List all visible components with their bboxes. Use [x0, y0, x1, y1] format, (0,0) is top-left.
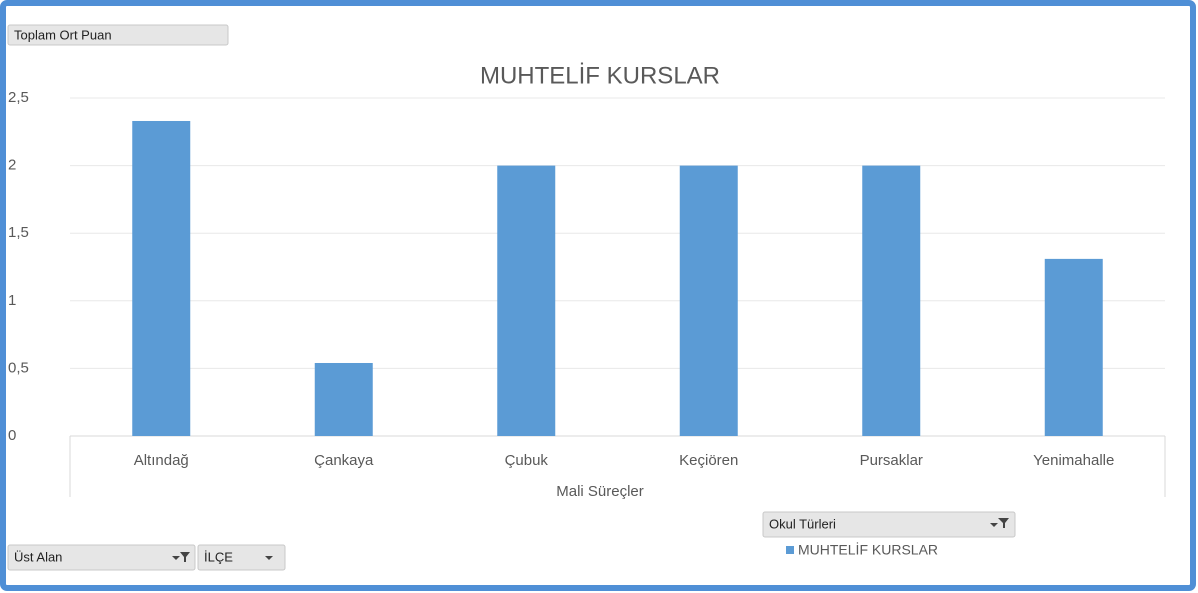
legend-field-button[interactable] [762, 511, 1016, 538]
bar [132, 120, 191, 436]
chart-title: MUHTELİF KURSLAR [480, 62, 720, 89]
y-tick-label: 1 [8, 292, 16, 309]
filter-icon [990, 518, 1009, 528]
y-tick-label: 1,5 [8, 224, 29, 241]
bar [497, 165, 556, 436]
value-field-label: Toplam Ort Puan [14, 27, 112, 42]
value-field-button[interactable] [7, 24, 229, 46]
dropdown-icon [265, 556, 273, 560]
legend-label: MUHTELİF KURSLAR [798, 541, 938, 558]
filter-button[interactable] [197, 544, 286, 571]
x-tick-label: Keçiören [679, 452, 738, 469]
filter-label: İLÇE [204, 549, 233, 564]
axis-frame [69, 436, 1166, 497]
y-tick-label: 2 [8, 157, 16, 174]
bar [679, 165, 738, 436]
filter-button[interactable] [7, 544, 196, 571]
bar [1044, 258, 1103, 436]
legend-swatch [786, 546, 794, 554]
x-tick-label: Yenimahalle [1033, 452, 1114, 469]
x-tick-label: Altındağ [134, 452, 189, 469]
bar [862, 165, 921, 436]
legend-field-label: Okul Türleri [769, 516, 836, 531]
y-tick-label: 2,5 [8, 89, 29, 106]
x-tick-label: Çankaya [314, 452, 374, 469]
x-tick-label: Pursaklar [860, 452, 923, 469]
bar [314, 362, 373, 436]
x-tick-label: Çubuk [505, 452, 549, 469]
filter-label: Üst Alan [14, 549, 62, 564]
filter-icon [172, 552, 190, 562]
y-tick-label: 0,5 [8, 359, 29, 376]
x-axis-title: Mali Süreçler [556, 483, 644, 500]
y-tick-label: 0 [8, 427, 16, 444]
